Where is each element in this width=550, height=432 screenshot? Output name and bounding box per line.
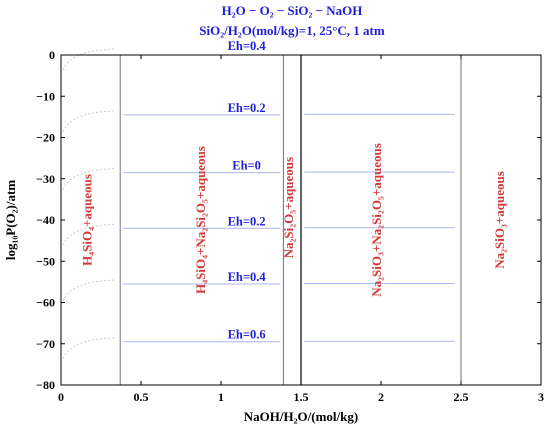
region-label: Na₂Si₂O₅+aqueous — [281, 157, 296, 258]
x-tick-label: 3 — [538, 390, 544, 404]
y-tick-label: −70 — [36, 337, 55, 351]
axis-ticks: 0 0.5 1 1.5 2 2.5 3 0 −10 −20 −30 −40 −50 −60 −70 −80 — [36, 48, 544, 404]
x-axis-label: NaOH/H₂O/(mol/kg) — [244, 409, 358, 424]
y-axis-label: log₁₀P(O₂)/atm — [3, 180, 18, 260]
curve-segment — [62, 110, 117, 133]
y-tick-label: −40 — [36, 213, 55, 227]
x-tick-label: 0 — [58, 390, 64, 404]
region-label: Na₂SiO₃+aqueous — [492, 171, 507, 269]
curve-segment — [62, 223, 117, 246]
y-tick-label: −30 — [36, 172, 55, 186]
region-label: H₄SiO₄+Na₂Si₂O₅+aqueous — [193, 146, 208, 294]
curve-segment — [62, 279, 117, 302]
x-tick-label: 0.5 — [134, 390, 149, 404]
y-tick-label: −10 — [36, 89, 55, 103]
chart-title-line2: SiO₂/H₂O(mol/kg)=1, 25°C, 1 atm — [199, 23, 385, 38]
y-tick-label: −20 — [36, 131, 55, 145]
region-label: H₄SiO₄+aqueous — [79, 174, 94, 266]
x-tick-label: 1 — [218, 390, 224, 404]
y-tick-label: 0 — [49, 48, 55, 62]
plot-labels: Eh=0.4 Eh=0.2 Eh=0 Eh=0.2 Eh=0.4 Eh=0.6 H₄SiO₄… — [79, 39, 507, 342]
eh-label: Eh=0.4 — [228, 270, 267, 284]
chart-title-line1: H₂O − O₂ − SiO₂ − NaOH — [222, 3, 363, 18]
curve-segment — [62, 48, 117, 71]
x-tick-label: 2.5 — [454, 390, 469, 404]
eh-label: Eh=0.2 — [228, 101, 266, 115]
eh-label: Eh=0.6 — [228, 328, 266, 342]
x-tick-label: 1.5 — [294, 390, 309, 404]
eh-label: Eh=0.2 — [228, 214, 266, 228]
x-tick-label: 2 — [378, 390, 384, 404]
plot-decor — [62, 48, 117, 359]
curve-segment — [62, 337, 117, 359]
y-tick-label: −50 — [36, 254, 55, 268]
region-label: Na₂SiO₃+Na₂Si₂O₅+aqueous — [369, 143, 384, 297]
curve-segment — [62, 168, 117, 190]
plot-lines — [119, 55, 462, 385]
eh-label: Eh=0.4 — [228, 39, 267, 53]
y-tick-label: −80 — [36, 378, 55, 392]
y-tick-label: −60 — [36, 296, 55, 310]
eh-label: Eh=0 — [232, 159, 261, 173]
